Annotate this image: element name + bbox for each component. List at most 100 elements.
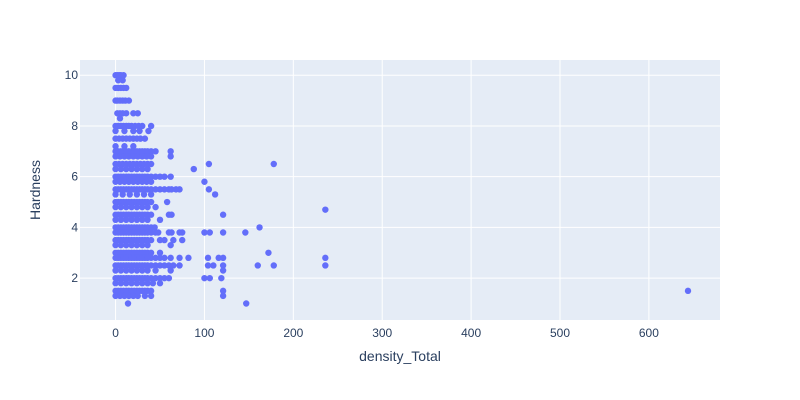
data-point bbox=[147, 178, 155, 185]
data-point bbox=[133, 280, 141, 287]
data-point bbox=[112, 241, 119, 249]
data-point bbox=[130, 143, 137, 150]
data-point bbox=[168, 186, 175, 193]
data-point bbox=[219, 254, 227, 262]
y-tick-label: 6 bbox=[71, 170, 78, 184]
data-point bbox=[121, 143, 128, 150]
data-point bbox=[128, 280, 135, 287]
data-point bbox=[156, 254, 164, 262]
data-point bbox=[219, 262, 227, 269]
data-point bbox=[139, 203, 146, 211]
data-point bbox=[168, 211, 175, 218]
x-tick-label: 600 bbox=[639, 326, 659, 340]
data-point bbox=[170, 236, 177, 244]
data-point bbox=[155, 229, 162, 236]
data-point bbox=[128, 241, 135, 249]
data-point bbox=[117, 241, 125, 249]
data-point bbox=[147, 292, 155, 300]
data-point bbox=[134, 110, 141, 117]
data-point bbox=[176, 186, 183, 193]
data-point bbox=[137, 135, 144, 142]
data-point bbox=[121, 292, 128, 300]
data-point bbox=[117, 216, 125, 224]
data-point bbox=[117, 203, 125, 211]
data-point bbox=[167, 148, 174, 155]
data-point bbox=[117, 280, 125, 287]
data-point bbox=[322, 206, 329, 213]
data-point bbox=[126, 191, 133, 198]
data-point bbox=[143, 178, 150, 185]
data-point bbox=[119, 77, 126, 84]
data-point bbox=[130, 110, 137, 117]
data-point bbox=[147, 236, 155, 244]
data-point bbox=[123, 216, 130, 224]
x-tick-label: 100 bbox=[194, 326, 214, 340]
data-point bbox=[204, 254, 212, 262]
data-point bbox=[242, 229, 249, 236]
x-axis-title: density_Total bbox=[359, 348, 441, 364]
data-point bbox=[161, 274, 168, 282]
data-point bbox=[219, 267, 227, 274]
data-point bbox=[143, 153, 150, 160]
data-point bbox=[112, 267, 119, 274]
x-tick-label: 500 bbox=[550, 326, 570, 340]
data-point bbox=[123, 165, 130, 173]
data-point bbox=[219, 287, 227, 295]
data-point bbox=[205, 160, 213, 168]
data-point bbox=[167, 267, 174, 274]
data-point bbox=[136, 127, 143, 135]
data-point bbox=[133, 165, 141, 173]
data-point bbox=[206, 274, 213, 282]
data-point bbox=[243, 300, 250, 307]
data-point bbox=[141, 135, 149, 142]
data-point bbox=[152, 148, 159, 155]
data-point bbox=[112, 280, 119, 287]
data-point bbox=[117, 165, 125, 173]
data-point bbox=[256, 224, 263, 231]
data-point bbox=[147, 160, 155, 168]
data-point bbox=[167, 173, 174, 180]
data-point bbox=[128, 216, 135, 224]
data-point bbox=[167, 254, 174, 262]
data-point bbox=[144, 165, 151, 173]
x-tick-label: 200 bbox=[283, 326, 303, 340]
data-point bbox=[139, 267, 146, 274]
data-point bbox=[112, 216, 119, 224]
data-point bbox=[121, 178, 128, 185]
data-point bbox=[254, 262, 261, 269]
data-point bbox=[156, 173, 164, 180]
data-point bbox=[112, 143, 119, 150]
data-point bbox=[121, 127, 128, 135]
data-point bbox=[133, 216, 141, 224]
data-point bbox=[128, 165, 135, 173]
data-point bbox=[112, 153, 119, 160]
data-point bbox=[117, 267, 125, 274]
data-point bbox=[151, 224, 158, 231]
data-point bbox=[147, 274, 155, 282]
x-axis-ticks: 0 100 200 300 400 500 600 bbox=[112, 326, 659, 340]
data-point bbox=[121, 153, 128, 160]
data-point bbox=[145, 127, 152, 135]
data-point bbox=[156, 236, 164, 244]
data-points bbox=[112, 72, 692, 307]
data-point bbox=[139, 153, 146, 160]
data-point bbox=[152, 173, 159, 180]
y-tick-label: 8 bbox=[71, 119, 78, 133]
data-point bbox=[130, 127, 137, 135]
data-point bbox=[161, 173, 168, 180]
y-axis-ticks: 2 4 6 8 10 bbox=[65, 68, 79, 285]
data-point bbox=[123, 84, 130, 92]
data-point bbox=[218, 274, 225, 282]
gridlines bbox=[80, 60, 720, 320]
data-point bbox=[147, 229, 155, 236]
data-point bbox=[211, 191, 219, 198]
data-point bbox=[270, 262, 277, 269]
data-point bbox=[130, 178, 137, 185]
data-point bbox=[141, 292, 149, 300]
data-point bbox=[125, 178, 133, 185]
data-point bbox=[147, 211, 155, 218]
data-point bbox=[128, 267, 135, 274]
data-point bbox=[204, 262, 212, 269]
data-point bbox=[115, 77, 122, 84]
